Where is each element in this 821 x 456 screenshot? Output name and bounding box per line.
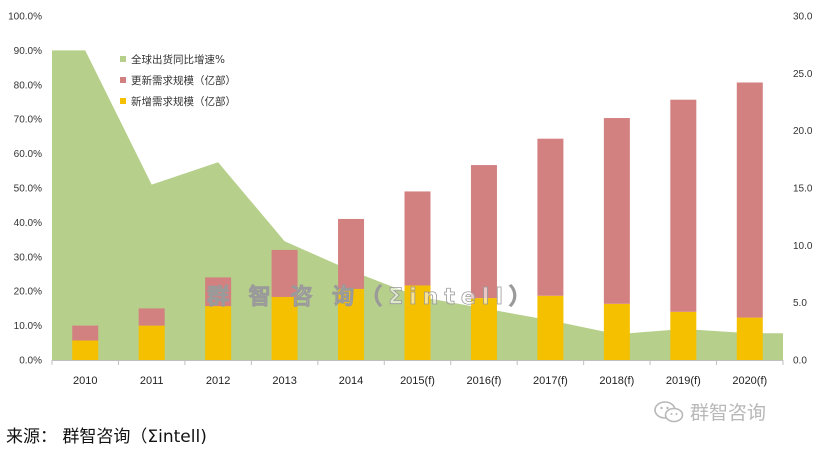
legend-swatch	[120, 98, 126, 104]
x-tick-label: 2014	[339, 375, 363, 387]
y-left-tick-label: 30.0%	[14, 252, 42, 263]
replacement-demand-bar	[271, 249, 298, 297]
legend-entry: 新增需求规模（亿部）	[131, 95, 236, 108]
replacement-demand-bar	[404, 191, 431, 286]
x-tick-label: 2013	[272, 375, 296, 387]
replacement-demand-bar	[670, 99, 697, 312]
watermark-text: 群 智 咨 询（Σintell）	[207, 284, 537, 310]
growth-area	[52, 50, 783, 361]
y-right-tick-label: 10.0	[793, 241, 813, 252]
y-left-tick-label: 40.0%	[14, 218, 42, 229]
legend-swatch	[120, 56, 126, 62]
replacement-demand-bar	[138, 308, 165, 326]
new-demand-bar	[338, 288, 365, 360]
y-left-tick-label: 60.0%	[14, 149, 42, 160]
new-demand-bar	[404, 285, 431, 360]
new-demand-bar	[138, 325, 165, 360]
new-demand-bar	[205, 306, 232, 360]
brand-name: 群智咨询	[690, 402, 767, 424]
x-tick-label: 2019(f)	[666, 375, 701, 387]
y-right-tick-label: 25.0	[793, 69, 813, 80]
legend-swatch	[120, 77, 126, 83]
replacement-demand-bar	[205, 277, 232, 307]
brand-logo: 群智咨询	[654, 398, 766, 425]
x-tick-label: 2017(f)	[533, 375, 568, 387]
x-tick-label: 2015(f)	[400, 375, 435, 387]
y-right-tick-label: 30.0	[793, 12, 813, 23]
y-left-tick-label: 50.0%	[14, 184, 42, 195]
y-right-tick-label: 20.0	[793, 126, 813, 137]
axes: 0.0% 10.0% 20.0% 30.0% 40.0% 50.0% 60.0% 70.0% 8…	[8, 12, 813, 388]
source-caption: 来源： 群智咨询（Σintell)	[6, 427, 207, 447]
y-left-tick-label: 0.0%	[19, 356, 42, 367]
y-right-tick-label: 15.0	[793, 184, 813, 195]
new-demand-bar	[470, 298, 497, 360]
legend: 全球出货同比增速% 更新需求规模（亿部） 新增需求规模（亿部）	[120, 53, 236, 108]
x-tick-label: 2018(f)	[599, 375, 634, 387]
new-demand-bar	[670, 311, 697, 360]
new-demand-bar	[736, 317, 763, 360]
y-left-tick-label: 100.0%	[8, 12, 42, 23]
y-right-tick-label: 5.0	[793, 298, 807, 309]
replacement-demand-bar	[736, 82, 763, 318]
demand-bar-series	[72, 82, 763, 360]
legend-entry: 更新需求规模（亿部）	[131, 74, 236, 87]
new-demand-bar	[72, 340, 99, 360]
x-tick-label: 2011	[140, 375, 164, 387]
x-tick-label: 2016(f)	[467, 375, 502, 387]
wechat-icon	[654, 400, 684, 422]
growth-area-series	[52, 50, 783, 361]
y-left-tick-label: 20.0%	[14, 287, 42, 298]
replacement-demand-bar	[470, 165, 497, 299]
y-left-tick-label: 10.0%	[14, 321, 42, 332]
x-tick-label: 2012	[206, 375, 230, 387]
replacement-demand-bar	[603, 118, 630, 304]
new-demand-bar	[271, 296, 298, 360]
y-left-tick-label: 80.0%	[14, 80, 42, 91]
x-tick-label: 2020(f)	[732, 375, 767, 387]
y-right-tick-label: 0.0	[793, 356, 807, 367]
legend-entry: 全球出货同比增速%	[131, 53, 225, 66]
y-left-tick-label: 70.0%	[14, 115, 42, 126]
replacement-demand-bar	[338, 218, 365, 289]
new-demand-bar	[537, 295, 564, 360]
x-tick-label: 2010	[73, 375, 97, 387]
replacement-demand-bar	[537, 138, 564, 296]
new-demand-bar	[603, 303, 630, 360]
replacement-demand-bar	[72, 325, 99, 341]
y-left-tick-label: 90.0%	[14, 46, 42, 57]
